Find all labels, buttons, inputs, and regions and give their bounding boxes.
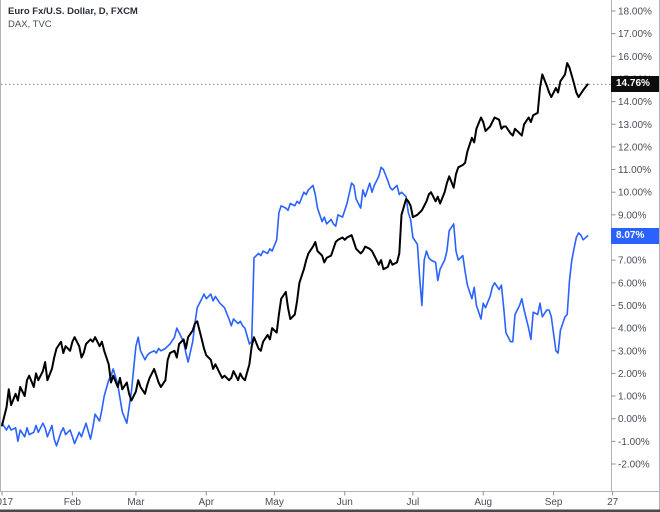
time-tick-label: Sep: [545, 497, 563, 508]
eurusd-line-series[interactable]: [1, 62, 589, 427]
time-tick-label: May: [265, 497, 284, 508]
time-tick-label: 27: [607, 497, 619, 508]
time-tick-label: Apr: [199, 497, 215, 508]
price-tick-label: 13.00%: [618, 120, 652, 131]
symbol-title-eurusd[interactable]: Euro Fx/U.S. Dollar, D, FXCM: [8, 6, 138, 17]
price-tick-label: -1.00%: [618, 437, 650, 448]
price-tick-label: 6.00%: [618, 278, 646, 289]
symbol-title-dax[interactable]: DAX, TVC: [8, 19, 52, 30]
price-tick-label: 18.00%: [618, 7, 652, 18]
eurusd-price-badge: 14.76%: [611, 76, 659, 92]
dax-line-series[interactable]: [1, 166, 589, 447]
price-tick-label: 11.00%: [618, 165, 651, 176]
price-tick-label: 14.00%: [618, 97, 652, 108]
chart-legend: Euro Fx/U.S. Dollar, D, FXCM DAX, TVC: [8, 6, 138, 31]
time-axis[interactable]: 2017 Feb Mar Apr May Jun Jul Aug Sep 27: [0, 491, 619, 509]
time-tick-label: Mar: [127, 497, 145, 508]
time-tick-label: Feb: [64, 497, 82, 508]
price-tick-label: 12.00%: [618, 142, 652, 153]
price-tick-label: 7.00%: [618, 256, 646, 267]
price-tick-label: 4.00%: [618, 324, 646, 335]
time-tick-label: Aug: [474, 497, 492, 508]
price-tick-label: 16.00%: [618, 52, 652, 63]
price-tick-label: 10.00%: [618, 188, 652, 199]
price-tick-label: 3.00%: [618, 346, 646, 357]
time-tick-label: Jun: [337, 497, 353, 508]
dax-price-badge: 8.07%: [611, 228, 659, 244]
price-tick-label: 17.00%: [618, 29, 652, 40]
price-tick-label: 2.00%: [618, 369, 646, 380]
price-tick-label: 0.00%: [618, 414, 646, 425]
window-bottom-edge: [0, 509, 660, 512]
price-tick-label: -2.00%: [618, 460, 650, 471]
time-tick-label: 2017: [0, 497, 14, 508]
price-tick-label: 1.00%: [618, 392, 646, 403]
price-tick-label: 9.00%: [618, 210, 646, 221]
time-tick-label: Jul: [406, 497, 419, 508]
price-tick-label: 5.00%: [618, 301, 646, 312]
